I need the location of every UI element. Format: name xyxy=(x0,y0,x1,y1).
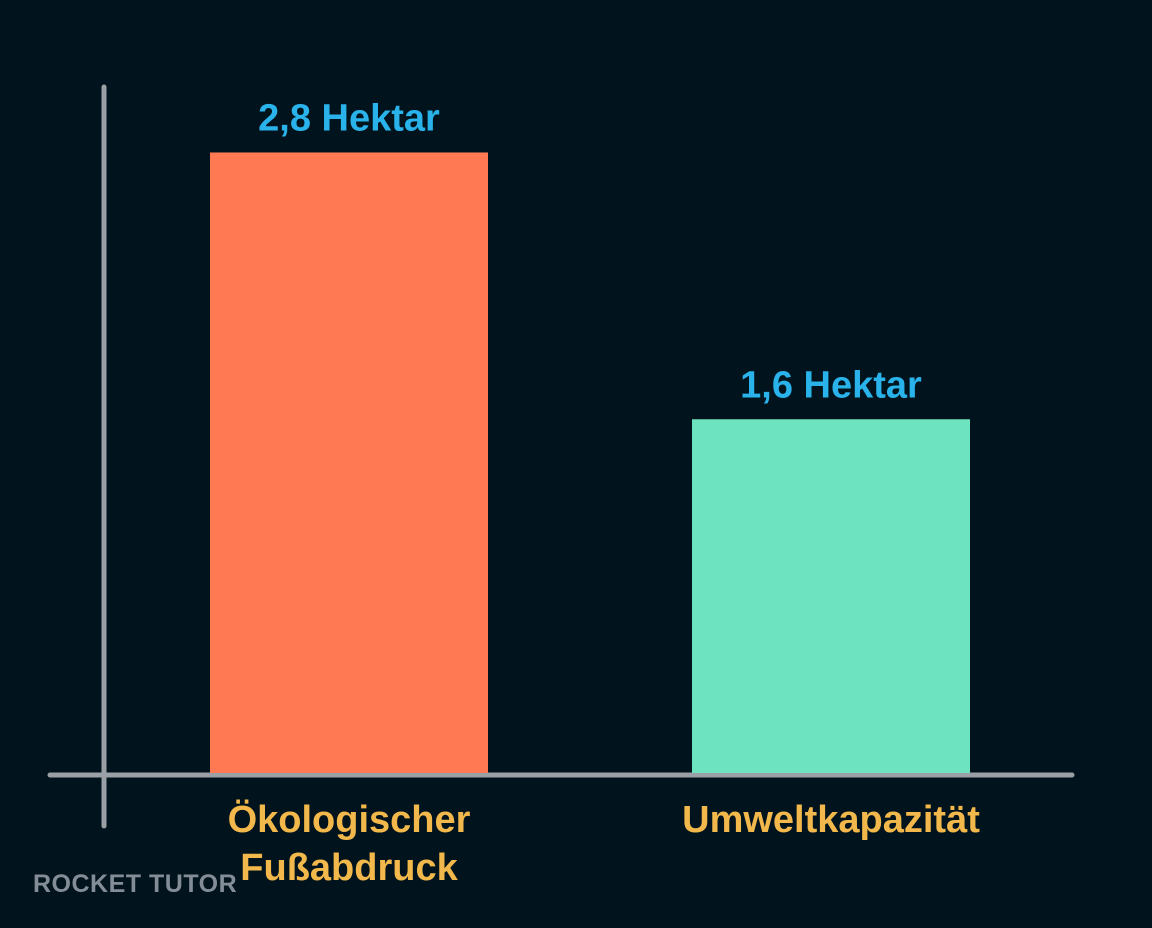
data-label-2: 1,6 Hektar xyxy=(740,364,922,406)
data-label-1: 2,8 Hektar xyxy=(258,97,440,139)
category-label-line: Ökologischer xyxy=(228,798,471,841)
watermark-logo: ROCKET TUTOR xyxy=(33,870,238,898)
category-label-line: Fußabdruck xyxy=(240,847,458,889)
category-label-1: Ökologischer Fußabdruck xyxy=(228,798,471,889)
bar-1 xyxy=(210,152,488,773)
category-label-2: Umweltkapazität xyxy=(682,799,980,841)
category-labels: Ökologischer Fußabdruck Umweltkapazität xyxy=(228,798,981,889)
category-label-line: Umweltkapazität xyxy=(682,799,980,841)
chart-axes xyxy=(47,84,1075,829)
data-labels: 2,8 Hektar 1,6 Hektar xyxy=(258,97,922,406)
bar-series xyxy=(210,152,970,773)
bar-2 xyxy=(692,419,970,773)
